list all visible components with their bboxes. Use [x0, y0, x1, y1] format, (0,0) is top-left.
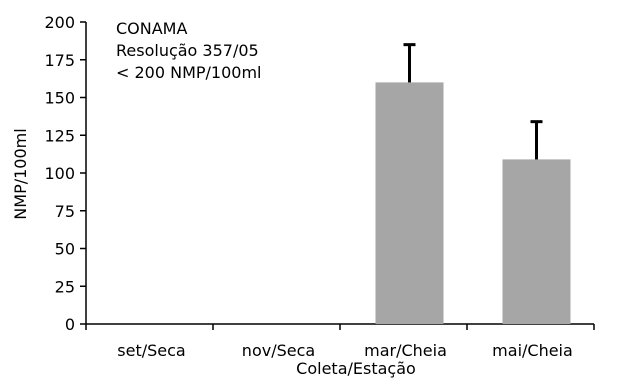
x-tick-label: mai/Cheia: [492, 341, 573, 360]
y-tick-label: 175: [44, 51, 75, 70]
y-axis-ticks: 0 25 50 75 100 125 150 175 200: [44, 13, 86, 334]
annotation-line-2: Resolução 357/05: [116, 41, 259, 60]
x-tick-label: mar/Cheia: [364, 341, 447, 360]
x-axis-title: Coleta/Estação: [296, 359, 416, 378]
y-tick-label: 150: [44, 89, 75, 108]
x-axis-ticks: set/Seca nov/Seca mar/Cheia mai/Cheia: [117, 341, 573, 360]
y-tick-label: 25: [55, 277, 75, 296]
y-tick-label: 125: [44, 126, 75, 145]
y-tick-label: 0: [65, 315, 75, 334]
y-tick-label: 75: [55, 202, 75, 221]
bar-mar-cheia: [375, 82, 444, 325]
conama-annotation: CONAMA Resolução 357/05 < 200 NMP/100ml: [116, 18, 262, 84]
bar-mai-cheia: [502, 159, 571, 324]
bar-series: [375, 43, 571, 325]
y-tick-label: 50: [55, 240, 75, 259]
annotation-line-1: CONAMA: [116, 19, 188, 38]
y-axis-title: NMP/100ml: [11, 128, 30, 219]
annotation-line-3: < 200 NMP/100ml: [116, 63, 262, 82]
y-tick-label: 200: [44, 13, 75, 32]
x-tick-label: set/Seca: [117, 341, 185, 360]
y-tick-label: 100: [44, 164, 75, 183]
x-tick-label: nov/Seca: [242, 341, 315, 360]
